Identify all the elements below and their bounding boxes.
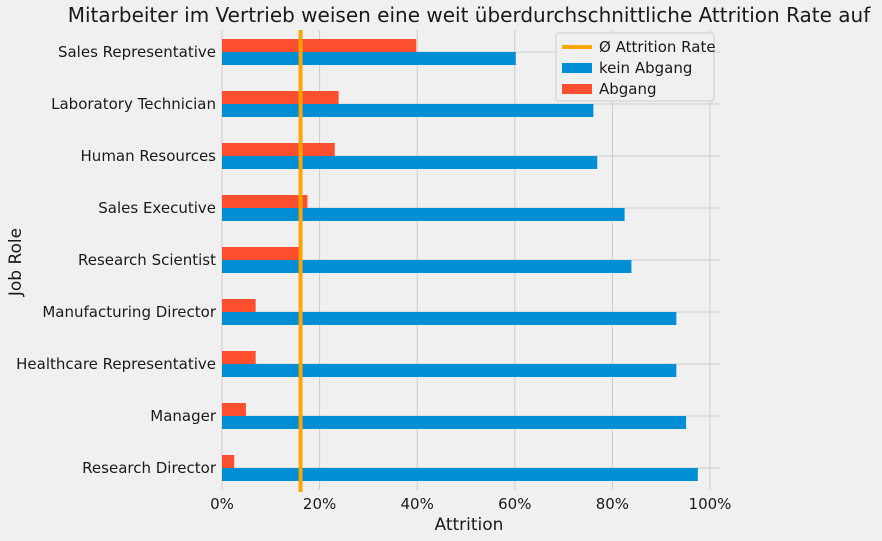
legend: Ø Attrition Rate kein Abgang Abgang (555, 32, 716, 102)
x-tick-label: 0% (210, 495, 234, 513)
bar-abgang (222, 351, 256, 364)
y-tick-label: Laboratory Technician (51, 95, 216, 113)
legend-label: kein Abgang (599, 59, 692, 77)
bar-kein-abgang (222, 208, 625, 221)
bar-abgang (222, 91, 339, 104)
y-axis-label: Job Role (6, 228, 26, 297)
x-axis-label: Attrition (435, 515, 504, 535)
legend-box (555, 32, 715, 102)
bar-abgang (222, 247, 301, 260)
x-tick-label: 80% (596, 495, 629, 513)
y-tick-label: Research Scientist (78, 251, 216, 269)
bar-abgang (222, 143, 335, 156)
chart-title: Mitarbeiter im Vertrieb weisen eine weit… (68, 3, 871, 27)
x-tick-label: 60% (498, 495, 531, 513)
y-tick-label: Healthcare Representative (16, 355, 216, 373)
bar-kein-abgang (222, 468, 698, 481)
y-tick-label: Human Resources (81, 147, 217, 165)
x-tick-label: 100% (689, 495, 732, 513)
x-tick-label: 40% (401, 495, 434, 513)
y-tick-label: Sales Representative (58, 43, 216, 61)
bar-kein-abgang (222, 364, 677, 377)
bar-kein-abgang (222, 52, 516, 65)
legend-label: Abgang (599, 80, 657, 98)
bar-kein-abgang (222, 156, 598, 169)
y-tick-label: Research Director (82, 459, 217, 477)
bar-abgang (222, 455, 235, 468)
bar-kein-abgang (222, 104, 594, 117)
bar-abgang (222, 39, 417, 52)
legend-swatch (562, 63, 592, 73)
bar-abgang (222, 195, 308, 208)
legend-label: Ø Attrition Rate (599, 38, 716, 56)
y-tick-label: Manufacturing Director (42, 303, 216, 321)
bar-kein-abgang (222, 312, 677, 325)
x-tick-label: 20% (303, 495, 336, 513)
legend-swatch (562, 84, 592, 94)
bar-kein-abgang (222, 260, 632, 273)
bar-abgang (222, 403, 246, 416)
plot-area: 0% 20% 40% 60% 80% 100% Research Director Manag… (16, 30, 731, 513)
bar-kein-abgang (222, 416, 687, 429)
y-tick-label: Manager (150, 407, 217, 425)
y-tick-label: Sales Executive (98, 199, 216, 217)
bar-abgang (222, 299, 256, 312)
